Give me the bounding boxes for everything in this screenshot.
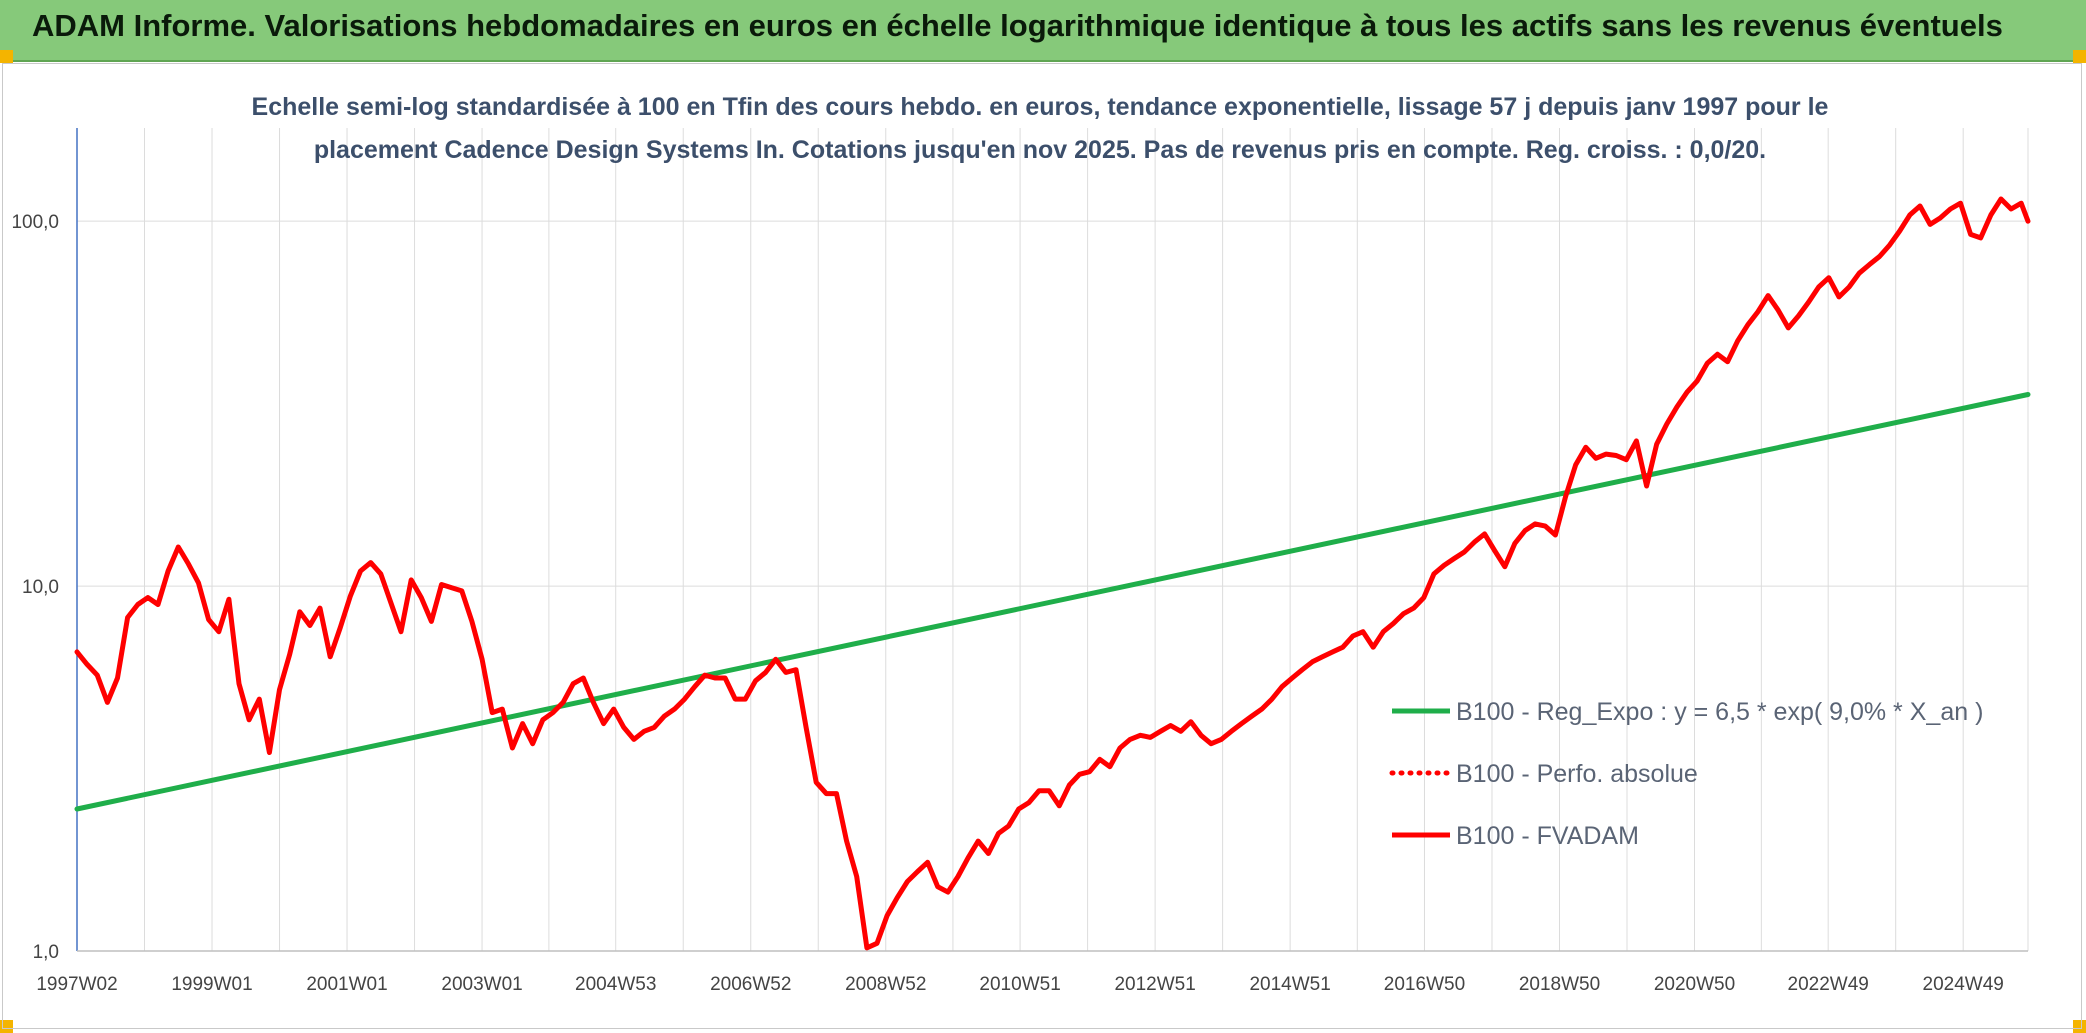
chart-frame <box>2 63 2082 1029</box>
corner-marker <box>2073 50 2086 63</box>
corner-marker <box>0 1020 13 1033</box>
x-tick-label: 1997W02 <box>36 974 117 995</box>
x-tick-label: 1999W01 <box>171 974 252 995</box>
x-tick-label: 2024W49 <box>1923 974 2004 995</box>
chart-title-line-1: Echelle semi-log standardisée à 100 en T… <box>252 93 1829 121</box>
x-tick-label: 2010W51 <box>979 974 1060 995</box>
x-tick-label: 2008W52 <box>845 974 926 995</box>
x-tick-label: 2001W01 <box>306 974 387 995</box>
x-tick-label: 2004W53 <box>575 974 656 995</box>
series-line-1 <box>74 392 2031 812</box>
x-tick-label: 2020W50 <box>1654 974 1735 995</box>
legend-label-3: B100 - FVADAM <box>1456 822 1639 850</box>
series-line-3 <box>74 196 2031 951</box>
corner-marker <box>2073 1020 2086 1033</box>
legend-label-1: B100 - Reg_Expo : y = 6,5 * exp( 9,0% * … <box>1456 698 1983 726</box>
grid <box>76 128 2029 952</box>
y-tick-label: 1,0 <box>33 942 59 963</box>
x-tick-label: 2003W01 <box>441 974 522 995</box>
x-tick-label: 2018W50 <box>1519 974 1600 995</box>
x-tick-label: 2012W51 <box>1114 974 1195 995</box>
report-title: ADAM Informe. Valorisations hebdomadaire… <box>32 8 2003 43</box>
x-tick-label: 2016W50 <box>1384 974 1465 995</box>
chart-title-line-2: placement Cadence Design Systems In. Cot… <box>314 136 1766 164</box>
legend-label-2: B100 - Perfo. absolue <box>1456 760 1698 788</box>
y-tick-label: 100,0 <box>11 212 59 233</box>
x-tick-label: 2006W52 <box>710 974 791 995</box>
y-tick-label: 10,0 <box>22 577 59 598</box>
report-banner: ADAM Informe. Valorisations hebdomadaire… <box>0 0 2086 62</box>
x-tick-label: 2022W49 <box>1788 974 1869 995</box>
legend: B100 - Reg_Expo : y = 6,5 * exp( 9,0% * … <box>1389 698 1983 850</box>
x-tick-label: 2014W51 <box>1249 974 1330 995</box>
corner-marker <box>0 50 13 63</box>
axes: 1,0 10,0 100,0 1997W02 1999W01 2001W01 2003W01… <box>11 128 2028 995</box>
series-layer <box>74 196 2031 951</box>
